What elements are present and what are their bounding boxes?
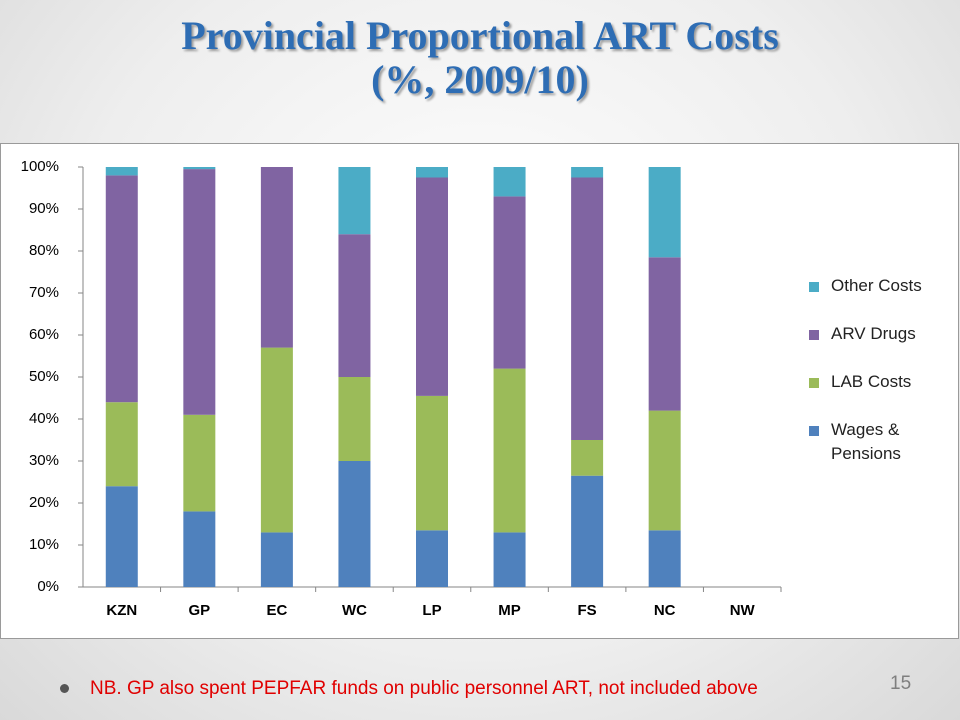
bar-segment <box>183 414 216 512</box>
bar-segment <box>416 395 448 531</box>
x-tick-label: KZN <box>106 602 137 619</box>
bar-segment <box>493 196 526 369</box>
legend-label: Other Costs <box>831 276 922 295</box>
bar-segment <box>105 486 138 587</box>
bar-segment <box>338 167 371 235</box>
bar-segment <box>105 167 138 176</box>
legend-label: ARV Drugs <box>831 324 916 343</box>
y-tick-label: 100% <box>21 158 59 175</box>
x-tick-label: GP <box>188 602 210 619</box>
bar-segment <box>571 177 604 440</box>
page-number: 15 <box>890 673 912 694</box>
bar-segment <box>571 475 604 587</box>
chart: 0% 10% 20% 30% 40% 50% 60% 70% 80% 90% 100% KZN GP EC… <box>21 158 782 619</box>
x-tick-label: EC <box>266 602 287 619</box>
slide-subtitle: (%, 2009/10) <box>371 57 589 102</box>
legend-entry: Other Costs <box>809 274 949 298</box>
bar-segment <box>338 234 371 377</box>
chart-area: 0% 10% 20% 30% 40% 50% 60% 70% 80% 90% 100% KZN GP EC… <box>0 143 959 639</box>
x-tick-label: NW <box>730 602 756 619</box>
bar-segment <box>260 532 293 587</box>
y-tick-label: 60% <box>29 326 59 343</box>
bar-segment <box>183 169 216 415</box>
bar-segment <box>571 167 604 178</box>
y-tick-label: 70% <box>29 284 59 301</box>
x-tick-label: WC <box>342 602 367 619</box>
slide-title: Provincial Proportional ART Costs <box>181 13 779 58</box>
legend-entry: LAB Costs <box>809 370 949 394</box>
bar-segment <box>105 175 138 403</box>
bar-segment <box>338 377 371 461</box>
bar-segment <box>416 167 448 178</box>
y-tick-label: 80% <box>29 242 59 259</box>
bar-segment <box>648 257 681 411</box>
bar-segment <box>105 402 138 487</box>
legend-swatch <box>809 330 819 340</box>
legend-swatch <box>809 426 819 436</box>
bar-segment <box>493 532 526 587</box>
x-tick-label: FS <box>578 602 597 619</box>
legend-swatch <box>809 282 819 292</box>
y-tick-label: 20% <box>29 494 59 511</box>
legend-entry: ARV Drugs <box>809 322 949 346</box>
legend-label: LAB Costs <box>831 372 912 391</box>
bar-segment <box>183 167 216 170</box>
bar-segment <box>260 347 293 533</box>
x-tick-label: NC <box>654 602 676 619</box>
legend-swatch <box>809 378 819 388</box>
x-tick-label: LP <box>422 602 441 619</box>
y-tick-label: 30% <box>29 452 59 469</box>
x-tick-label: MP <box>498 602 521 619</box>
bar-segment <box>338 461 371 587</box>
y-tick-label: 0% <box>37 578 59 595</box>
legend-entry: Wages & Pensions <box>809 418 949 466</box>
bullet <box>60 684 69 693</box>
bar-segment <box>571 440 604 476</box>
bar-segment <box>493 167 526 197</box>
bar-segment <box>648 530 681 587</box>
y-tick-label: 40% <box>29 410 59 427</box>
bar-segment <box>648 167 681 258</box>
bar-segment <box>648 410 681 531</box>
bar-segment <box>416 177 448 396</box>
y-tick-label: 10% <box>29 536 59 553</box>
bar-segment <box>260 167 293 348</box>
bar-segment <box>493 368 526 533</box>
legend: Other Costs ARV Drugs LAB Costs Wages & Pen… <box>809 274 949 490</box>
bar-segment <box>183 511 216 587</box>
footnote: NB. GP also spent PEPFAR funds on public… <box>90 678 758 699</box>
bar-segment <box>416 530 448 587</box>
y-tick-label: 90% <box>29 200 59 217</box>
y-tick-label: 50% <box>29 368 59 385</box>
legend-label: Wages & Pensions <box>831 420 901 463</box>
